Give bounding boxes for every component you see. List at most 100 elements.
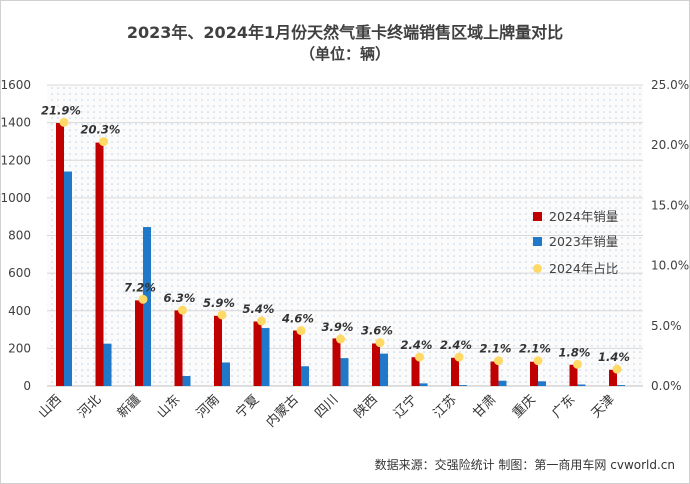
y-left-tick-label: 1200 [1, 153, 31, 167]
share-data-label: 2.1% [480, 342, 512, 356]
x-category-label: 四川 [312, 392, 341, 421]
x-category-label: 新疆 [114, 392, 144, 422]
bar-2023 [380, 353, 388, 386]
x-category-label: 甘肃 [470, 392, 499, 421]
bar-2023 [459, 385, 467, 386]
y-right-tick-label: 5.0% [651, 319, 682, 333]
y-right-tick-label: 10.0% [651, 259, 689, 273]
y-left-tick-label: 1400 [1, 116, 31, 130]
bar-2024 [609, 369, 617, 386]
share-marker [415, 352, 424, 362]
bar-2023 [222, 362, 230, 386]
share-data-label: 2.1% [519, 342, 551, 356]
bar-2023 [617, 385, 625, 386]
share-marker [573, 359, 582, 369]
share-data-label: 5.9% [203, 296, 235, 310]
share-data-label: 2.4% [440, 338, 472, 352]
x-category-label: 内蒙古 [263, 392, 302, 431]
bar-2024 [214, 315, 222, 386]
bar-2024 [174, 310, 183, 386]
bar-2024 [253, 321, 262, 386]
y-left-tick-label: 800 [8, 229, 31, 243]
bar-2023 [182, 376, 191, 386]
legend-swatch-share [533, 264, 542, 273]
bar-2024 [530, 361, 538, 386]
share-data-label: 4.6% [281, 312, 314, 326]
share-marker [375, 338, 385, 348]
share-marker [99, 137, 108, 147]
bar-2023 [64, 171, 72, 386]
bar-2024 [490, 361, 499, 386]
bar-2023 [261, 328, 270, 386]
x-category-label: 重庆 [509, 392, 539, 422]
share-marker [217, 310, 227, 320]
bar-2023 [103, 343, 112, 386]
share-data-label: 3.9% [322, 320, 354, 334]
share-marker [59, 117, 69, 127]
share-marker [533, 356, 543, 366]
share-marker [138, 294, 148, 304]
x-category-label: 河北 [75, 392, 104, 421]
y-right-tick-label: 0.0% [651, 379, 682, 393]
y-left-tick-label: 200 [8, 341, 31, 355]
bar-2023 [143, 227, 151, 386]
x-category-label: 陕西 [352, 392, 381, 421]
bar-2023 [301, 366, 309, 386]
y-left-tick-label: 0 [23, 379, 31, 393]
x-category-label: 辽宁 [391, 392, 421, 422]
bar-2024 [569, 364, 578, 386]
bar-2024 [332, 338, 341, 386]
chart-title: 2023年、2024年1月份天然气重卡终端销售区域上牌量对比 [126, 23, 564, 42]
share-data-label: 6.3% [164, 291, 196, 305]
share-marker [257, 316, 266, 326]
data-source-footer: 数据来源：交强险统计 制图：第一商用车网 cvworld.cn [374, 458, 675, 472]
legend-swatch-2023 [533, 237, 542, 246]
bar-2023 [498, 380, 507, 386]
x-category-label: 河南 [193, 392, 223, 422]
legend-label: 2024年销量 [549, 209, 618, 224]
bar-2024 [451, 357, 459, 386]
legend-label: 2023年销量 [549, 234, 618, 249]
share-data-label: 1.4% [598, 350, 630, 364]
share-marker [454, 352, 464, 362]
share-data-label: 21.9% [41, 103, 81, 117]
y-left-tick-label: 600 [8, 266, 31, 280]
share-marker [178, 305, 187, 315]
x-category-label: 宁夏 [233, 392, 263, 422]
share-data-label: 1.8% [559, 345, 591, 359]
bar-2024 [411, 357, 420, 386]
bar-2024 [95, 142, 104, 386]
bar-2024 [372, 343, 380, 386]
share-data-label: 7.2% [124, 280, 156, 294]
share-data-label: 20.3% [81, 123, 121, 137]
bar-2024 [293, 330, 301, 386]
bar-2023 [538, 381, 546, 386]
x-category-label: 江苏 [430, 392, 460, 422]
y-right-tick-label: 25.0% [651, 78, 689, 92]
share-data-label: 5.4% [243, 302, 275, 316]
y-left-tick-label: 1600 [1, 78, 31, 92]
y-left-tick-label: 400 [8, 304, 31, 318]
x-category-label: 山西 [36, 392, 65, 421]
share-marker [296, 326, 306, 336]
y-right-tick-label: 15.0% [651, 198, 689, 212]
share-data-label: 2.4% [401, 338, 433, 352]
bar-2023 [340, 358, 349, 386]
bar-2024 [56, 123, 64, 386]
x-category-label: 广东 [549, 392, 578, 421]
y-left-tick-label: 1000 [1, 191, 31, 205]
share-marker [494, 356, 503, 366]
share-marker [336, 334, 345, 344]
legend-label: 2024年占比 [549, 261, 618, 276]
bar-2023 [577, 384, 586, 386]
y-right-tick-label: 20.0% [651, 138, 689, 152]
chart-subtitle: （单位：辆） [299, 45, 390, 63]
x-category-label: 天津 [589, 392, 618, 421]
bar-2023 [419, 383, 428, 386]
share-data-label: 3.6% [361, 324, 393, 338]
bar-2024 [135, 300, 143, 386]
x-category-label: 山东 [154, 392, 183, 421]
share-marker [612, 364, 622, 374]
legend-swatch-2024 [533, 212, 542, 221]
